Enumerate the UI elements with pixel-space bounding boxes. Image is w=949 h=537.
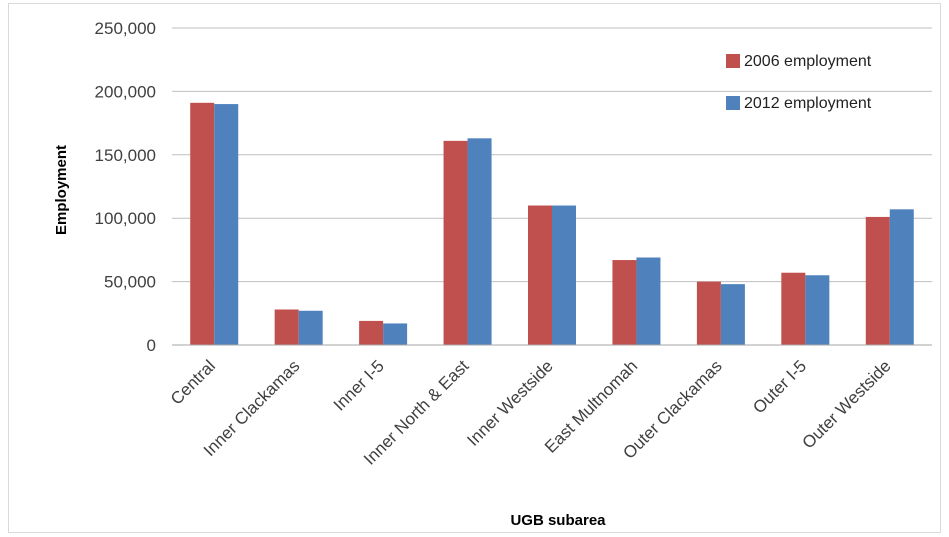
x-axis-title: UGB subarea — [510, 512, 606, 529]
y-axis-title: Employment — [53, 145, 70, 235]
legend-label: 2006 employment — [744, 53, 872, 70]
y-tick-label: 250,000 — [95, 19, 156, 38]
y-tick-label: 200,000 — [95, 82, 156, 101]
bar-series2 — [214, 104, 239, 345]
bar-series1 — [781, 272, 806, 345]
bar-series1 — [696, 281, 721, 345]
bar-series2 — [636, 257, 661, 345]
bar-series2 — [298, 310, 323, 345]
legend-swatch — [726, 96, 740, 110]
y-tick-label: 50,000 — [104, 273, 156, 292]
bar-series2 — [805, 275, 830, 345]
bar-series2 — [552, 205, 576, 345]
bar-series2 — [383, 323, 408, 345]
bars — [190, 102, 914, 345]
x-tick-label: Inner I-5 — [330, 356, 388, 414]
legend-swatch — [726, 54, 740, 68]
bar-series1 — [612, 260, 637, 345]
y-tick-label: 100,000 — [95, 209, 156, 228]
x-tick-label: Outer I-5 — [749, 356, 810, 417]
bar-series1 — [443, 140, 468, 345]
bar-series1 — [359, 320, 384, 345]
y-axis-ticks: 0 50,000 100,000 150,000 200,000 250,000 — [95, 19, 156, 355]
bar-series1 — [190, 102, 215, 345]
bar-series2 — [889, 209, 914, 345]
x-tick-label: Inner Westside — [463, 356, 556, 449]
x-tick-label: Central — [167, 356, 219, 408]
y-tick-label: 150,000 — [95, 146, 156, 165]
y-tick-label: 0 — [147, 336, 156, 355]
legend: 2006 employment 2012 employment — [726, 53, 872, 112]
bar-series1 — [865, 216, 890, 345]
bar-series1 — [274, 309, 299, 345]
bar-series1 — [528, 205, 552, 345]
x-tick-label: Outer Westside — [799, 356, 895, 452]
legend-label: 2012 employment — [744, 95, 872, 112]
bar-series2 — [467, 138, 492, 345]
bar-series2 — [720, 284, 745, 345]
